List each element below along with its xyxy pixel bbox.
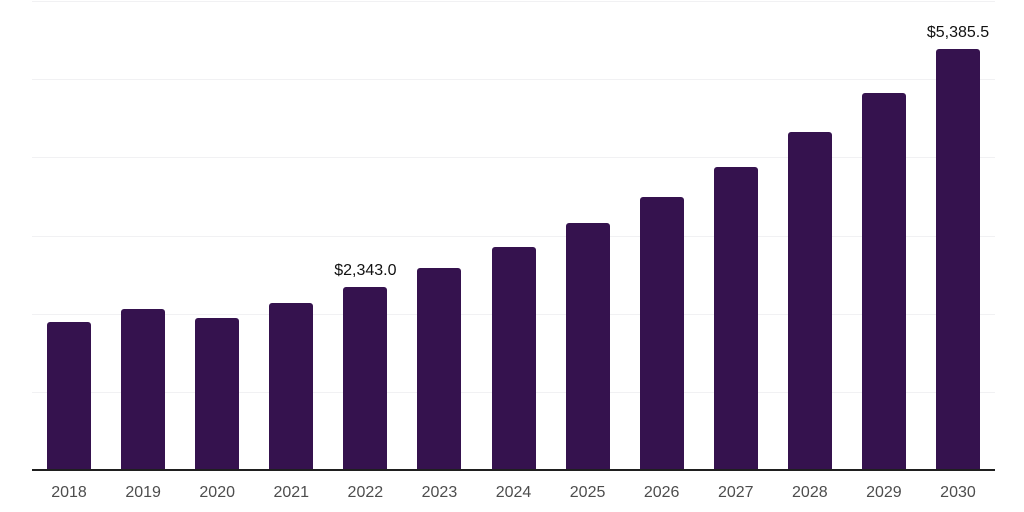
bar-column-2028: [773, 1, 847, 470]
bar-column-2022: $2,343.0: [328, 1, 402, 470]
x-tick-label-2020: 2020: [199, 484, 235, 501]
bar-column-2030: $5,385.5: [921, 1, 995, 470]
bar-2022: [343, 286, 388, 470]
bar-column-2023: [402, 1, 476, 470]
data-label-2030: $5,385.5: [926, 24, 990, 42]
x-axis-line: [32, 469, 995, 471]
x-tick-label-2024: 2024: [495, 484, 532, 501]
x-tick-label-2030: 2030: [940, 484, 976, 501]
bar-2027: [713, 167, 758, 470]
bar-column-2021: [254, 1, 328, 470]
bar-2030: [935, 49, 980, 470]
x-tick-label-2025: 2025: [569, 484, 606, 501]
bar-column-2020: [180, 1, 254, 470]
gridline-3000: [32, 235, 995, 237]
x-tick-label-2018: 2018: [51, 484, 87, 501]
x-tick-label-2027: 2027: [717, 484, 754, 501]
x-tick-label-2021: 2021: [273, 484, 310, 501]
gridline-6000: [32, 1, 995, 2]
bar-column-2024: [476, 1, 550, 470]
bar-2024: [491, 247, 536, 470]
gridline-5000: [32, 79, 995, 81]
x-tick-label-2028: 2028: [792, 484, 828, 501]
data-label-2022: $2,343.0: [334, 261, 397, 279]
bar-2018: [47, 321, 92, 470]
bar-2025: [565, 223, 610, 470]
bar-column-2018: [32, 1, 106, 470]
bar-column-2019: [106, 1, 180, 470]
x-tick-label-2023: 2023: [421, 484, 458, 501]
bar-2028: [787, 132, 832, 470]
gridline-4000: [32, 157, 995, 159]
bar-column-2027: [699, 1, 773, 470]
bar-column-2029: [847, 1, 921, 470]
bar-2023: [417, 267, 462, 470]
bar-2021: [269, 303, 314, 470]
bar-column-2026: [625, 1, 699, 470]
bar-series: $2,343.0 $5,385.5: [32, 1, 995, 470]
bar-column-2025: [551, 1, 625, 470]
bar-2020: [195, 317, 240, 470]
x-tick-label-2019: 2019: [125, 484, 161, 501]
bar-2026: [639, 197, 684, 470]
plot-area: $2,343.0 $5,385.5: [32, 1, 995, 471]
x-tick-label-2026: 2026: [643, 484, 680, 501]
x-axis-tick-labels: 2018 2019 2020 2021 2022 2023 2024 2025 2026 2027…: [32, 483, 995, 503]
x-tick-label-2029: 2029: [866, 484, 902, 501]
bar-2029: [861, 93, 906, 470]
bar-2019: [121, 308, 166, 470]
x-tick-label-2022: 2022: [347, 484, 384, 501]
